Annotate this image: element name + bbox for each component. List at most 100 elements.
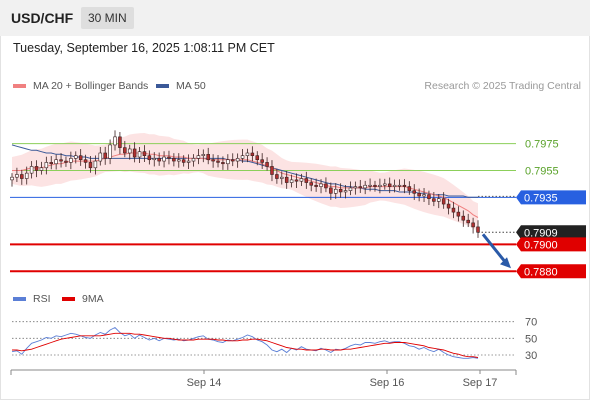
candle (93, 155, 98, 175)
candle (230, 153, 235, 167)
ma50-line (11, 144, 478, 198)
candle (245, 148, 250, 163)
candle (206, 147, 210, 165)
research-credit: Research © 2025 Trading Central (424, 80, 581, 92)
candle (59, 153, 63, 168)
candle (240, 149, 245, 163)
candle-body (78, 155, 83, 161)
forecast-arrow-head (500, 257, 511, 269)
candle-body (230, 159, 235, 162)
rsi-tick-50: 50 (525, 333, 537, 345)
level-tag-0.7935 (516, 190, 586, 205)
legend-ma20: MA 20 + Bollinger Bands (13, 80, 148, 92)
candle (181, 155, 186, 167)
candle (108, 139, 112, 165)
candle (78, 149, 83, 166)
candle-body (69, 158, 73, 163)
candle (39, 161, 44, 175)
candle-body (172, 158, 176, 162)
ma9-swatch (62, 297, 75, 301)
candle (412, 184, 416, 200)
level-label-0.7900: 0.7900 (524, 239, 558, 251)
candle (255, 151, 260, 166)
candle-body (383, 183, 387, 186)
candle (324, 177, 328, 193)
candle-body (284, 176, 289, 183)
level-label-0.7975: 0.7975 (525, 139, 559, 151)
candle (392, 179, 397, 193)
candle (113, 130, 117, 151)
candle-body (39, 167, 44, 171)
candle-body (387, 183, 392, 187)
candle (172, 153, 176, 167)
candle-body (10, 176, 14, 181)
candle (373, 180, 377, 192)
candle (29, 161, 34, 179)
candle (446, 198, 451, 215)
candle (368, 178, 372, 192)
forecast-arrow (481, 233, 509, 266)
candle-body (54, 159, 58, 165)
x-tick-label: Sep 17 (463, 377, 498, 389)
candle-body (319, 183, 323, 187)
candle-body (456, 211, 461, 217)
candle-body (118, 136, 122, 148)
candle-body (441, 198, 446, 205)
candle-body (368, 184, 372, 187)
candle-body (451, 207, 456, 213)
candle-body (34, 166, 39, 171)
candle-body (127, 148, 132, 154)
candle-body (260, 159, 264, 163)
legend-ma20-label: MA 20 + Bollinger Bands (33, 80, 149, 92)
candle-body (221, 162, 225, 165)
candle (309, 178, 313, 192)
candle (147, 150, 152, 165)
candle (456, 206, 461, 222)
candle (437, 194, 441, 209)
candle (378, 178, 382, 194)
candle (34, 160, 39, 178)
candle-body (275, 174, 279, 179)
candle-body (314, 184, 318, 187)
candle (15, 167, 19, 182)
candle-body (422, 194, 426, 197)
9ma-line (12, 332, 479, 358)
candle-body (137, 151, 142, 158)
candle-body (333, 188, 338, 194)
candle-body (132, 148, 137, 158)
candle-body (373, 184, 377, 187)
rsi-tick-70: 70 (525, 317, 537, 329)
legend-rsi-label: RSI (33, 293, 51, 305)
candle-body (343, 190, 348, 193)
level-label-0.7935: 0.7935 (524, 192, 558, 204)
candle (265, 157, 269, 171)
candle-body (15, 174, 19, 178)
candle (191, 154, 196, 167)
ma20-swatch (13, 84, 26, 88)
candle-body (240, 155, 245, 159)
candle (177, 153, 181, 168)
candle-body (294, 179, 299, 182)
candle-body (461, 215, 466, 221)
candle (333, 183, 338, 199)
legend-9ma: 9MA (62, 293, 104, 305)
candle-body (417, 193, 421, 197)
candle (343, 184, 348, 199)
x-tick-label: Sep 14 (187, 377, 222, 389)
candle-body (397, 184, 402, 187)
candle (157, 152, 161, 166)
rsi-line (11, 326, 479, 359)
candle (427, 190, 431, 206)
candle-body (157, 158, 161, 162)
candle (20, 169, 24, 185)
candle (127, 144, 132, 160)
candle (363, 180, 367, 195)
candle (417, 188, 421, 202)
candle (348, 181, 353, 196)
candle-body (98, 152, 103, 162)
candle (338, 183, 343, 198)
candle-body (329, 187, 333, 194)
timeframe-button[interactable]: 30 MIN (81, 7, 134, 29)
candle (432, 191, 436, 207)
